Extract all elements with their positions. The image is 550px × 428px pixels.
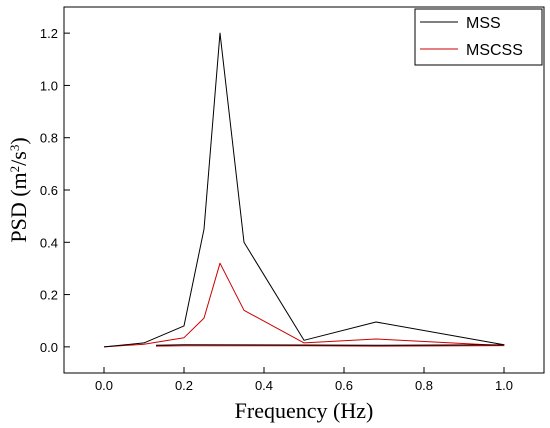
x-tick-label: 0.8 [415, 378, 433, 393]
y-axis-title-end: ) [6, 137, 31, 144]
legend-label-mss: MSS [466, 15, 501, 32]
y-tick-label: 0.2 [40, 288, 58, 303]
x-tick-label: 1.0 [495, 378, 513, 393]
x-axis-title: Frequency (Hz) [235, 398, 374, 423]
y-axis-title-mid: /s [6, 151, 31, 166]
y-tick-label: 0.6 [40, 183, 58, 198]
axis-ticks: 0.0 0.2 0.4 0.6 0.8 1.0 0.0 0.2 0.4 0.6 0.8 1.0 1.2 [40, 26, 513, 393]
x-tick-label: 0.2 [175, 378, 193, 393]
y-tick-label: 0.4 [40, 235, 58, 250]
y-axis-title-main: PSD (m [6, 172, 31, 242]
legend: MSS MSCSS [414, 8, 543, 66]
y-axis-title: PSD (m2/s3) [6, 137, 31, 242]
legend-box [414, 8, 543, 66]
series-line-mscss [103, 262, 505, 348]
y-axis-title-sup1: 2 [7, 166, 22, 173]
series-line-mss [103, 32, 505, 348]
y-tick-label: 0.8 [40, 131, 58, 146]
y-tick-label: 0.0 [40, 340, 58, 355]
x-tick-label: 0.0 [95, 378, 113, 393]
y-tick-label: 1.2 [40, 26, 58, 41]
x-tick-label: 0.4 [255, 378, 273, 393]
y-tick-label: 1.0 [40, 78, 58, 93]
series-layer [103, 32, 505, 348]
legend-label-mscss: MSCSS [466, 42, 523, 59]
x-tick-label: 0.6 [335, 378, 353, 393]
y-axis-title-sup2: 3 [7, 145, 22, 152]
